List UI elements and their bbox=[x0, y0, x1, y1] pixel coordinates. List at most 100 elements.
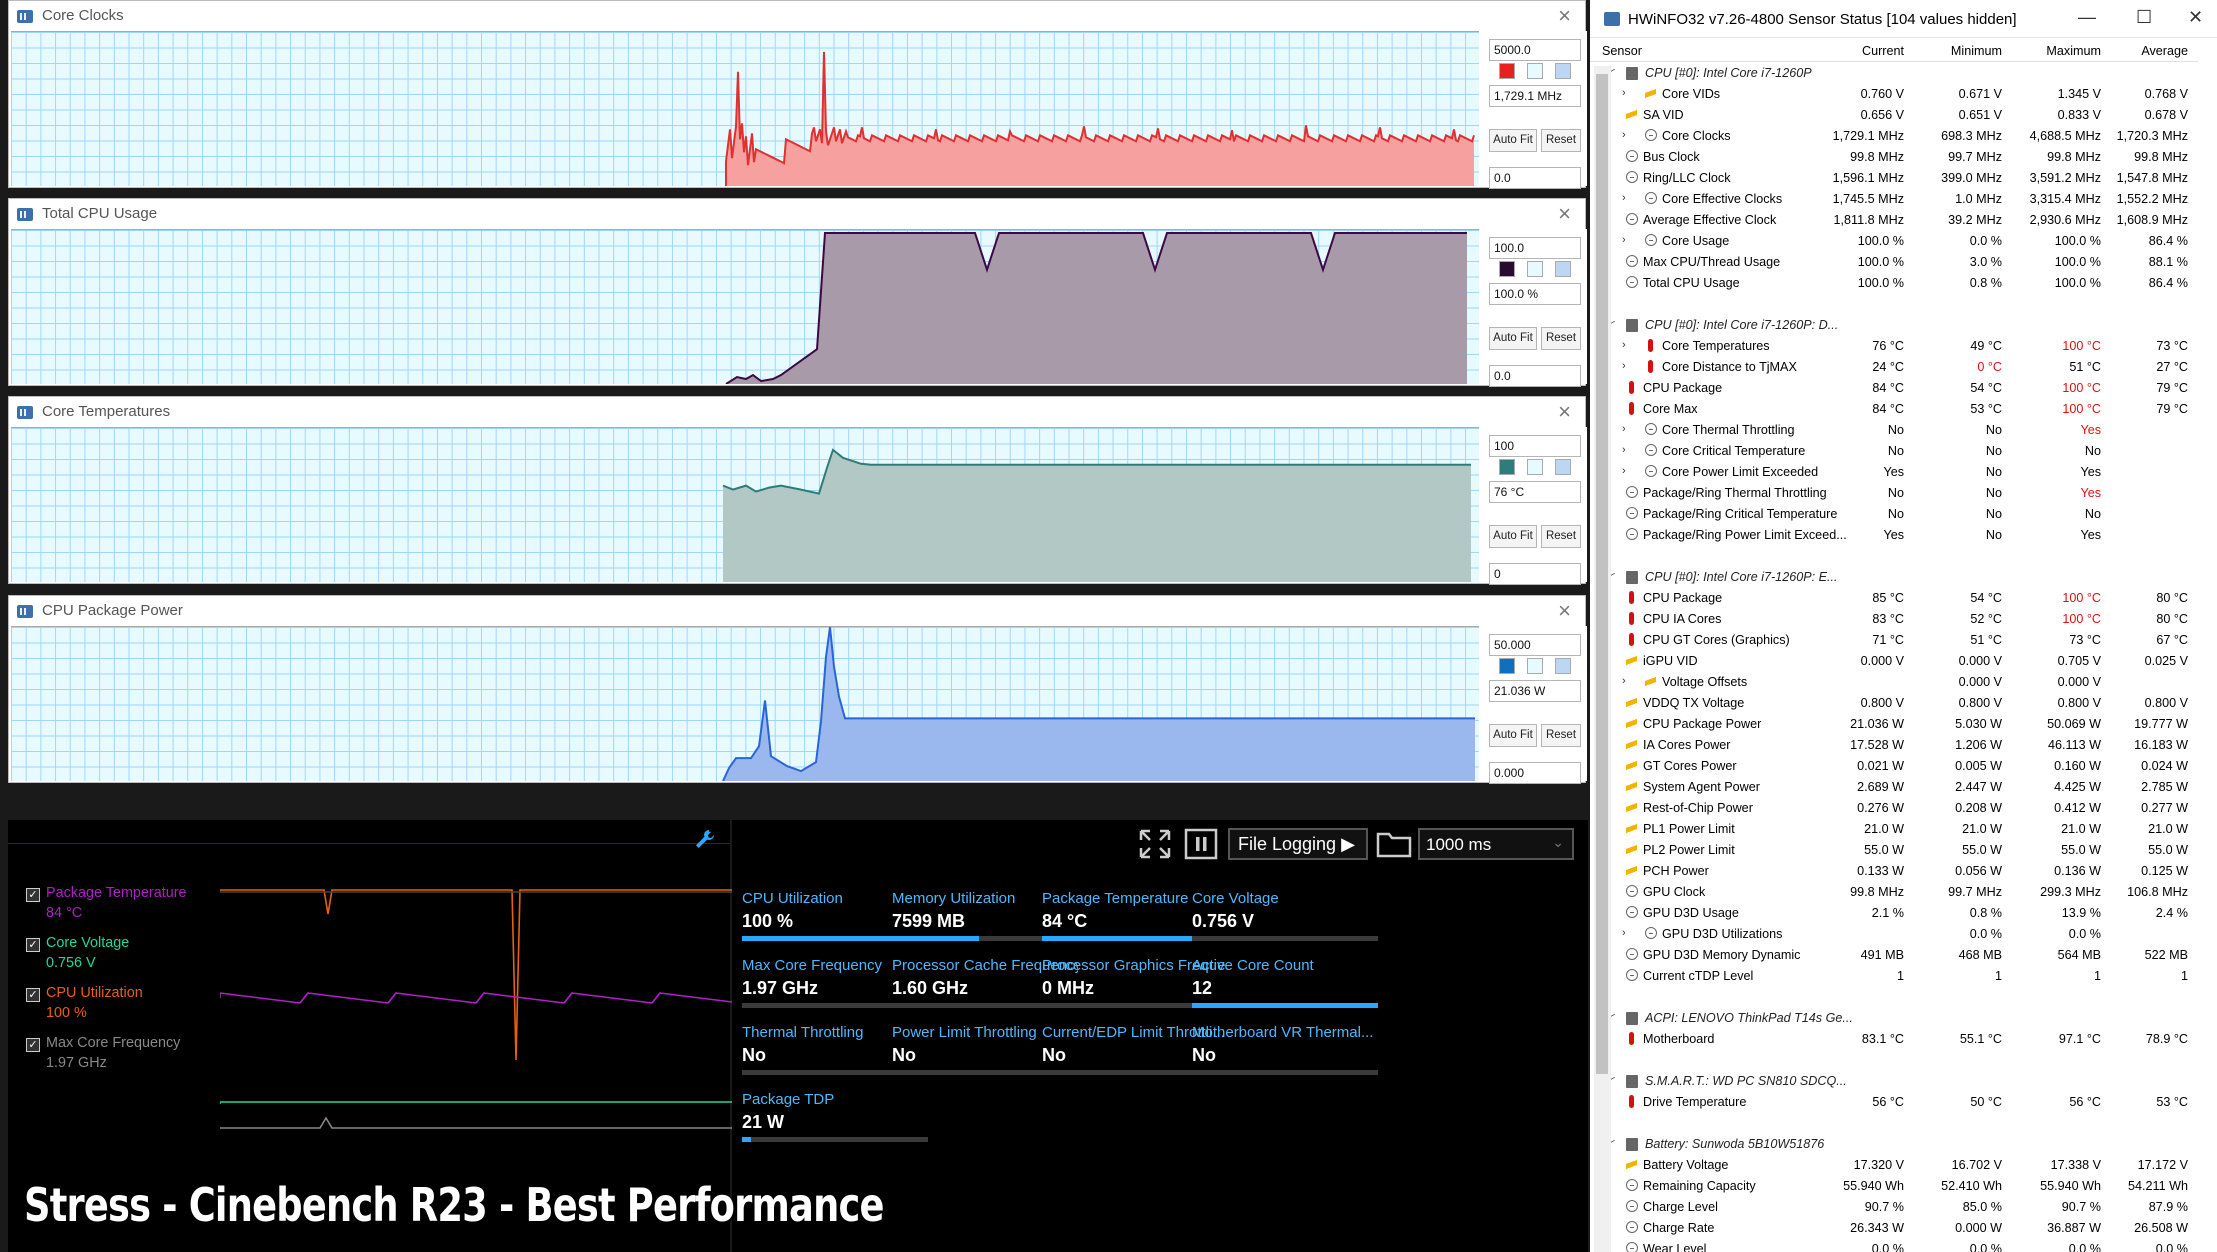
sensor-row[interactable]: Rest-of-Chip Power 0.276 W 0.208 W 0.412 W 0… bbox=[1590, 798, 2198, 819]
sensor-row[interactable]: Package/Ring Thermal Throttling No No Yes bbox=[1590, 483, 2198, 504]
graph-grid-swatch[interactable] bbox=[1555, 658, 1571, 674]
folder-icon[interactable] bbox=[1374, 828, 1414, 860]
sensor-row[interactable]: CPU Package Power 21.036 W 5.030 W 50.069 W… bbox=[1590, 714, 2198, 735]
graph-grid-swatch[interactable] bbox=[1555, 261, 1571, 277]
sensor-row[interactable]: SA VID 0.656 V 0.651 V 0.833 V 0.678 V bbox=[1590, 105, 2198, 126]
sensor-row[interactable]: › GPU D3D Utilizations 0.0 % 0.0 % bbox=[1590, 924, 2198, 945]
graph-min-field[interactable]: 0.0 bbox=[1489, 365, 1581, 387]
sensor-row[interactable]: GPU D3D Usage 2.1 % 0.8 % 13.9 % 2.4 % bbox=[1590, 903, 2198, 924]
column-minimum[interactable]: Minimum bbox=[1950, 44, 2002, 58]
reset-button[interactable]: Reset bbox=[1541, 525, 1581, 548]
sensor-row[interactable]: Package/Ring Power Limit Exceed... Yes No Y… bbox=[1590, 525, 2198, 546]
graph-max-field[interactable]: 5000.0 bbox=[1489, 39, 1581, 61]
chevron-right-icon[interactable]: › bbox=[1622, 234, 1626, 246]
auto-fit-button[interactable]: Auto Fit bbox=[1489, 129, 1537, 152]
legend-checkbox[interactable]: ✓ bbox=[26, 938, 40, 952]
sensor-group-row[interactable]: ﹀Battery: Sunwoda 5B10W51876 bbox=[1590, 1134, 2198, 1155]
sensor-row[interactable]: Bus Clock 99.8 MHz 99.7 MHz 99.8 MHz 99.8 MH… bbox=[1590, 147, 2198, 168]
graph-style-swatch[interactable] bbox=[1527, 658, 1543, 674]
sensor-row[interactable]: PL2 Power Limit 55.0 W 55.0 W 55.0 W 55.0 W bbox=[1590, 840, 2198, 861]
sensor-scrollbar[interactable] bbox=[1594, 66, 1611, 1252]
graph-style-swatch[interactable] bbox=[1527, 261, 1543, 277]
reset-button[interactable]: Reset bbox=[1541, 327, 1581, 350]
close-button[interactable]: ✕ bbox=[2188, 7, 2204, 27]
pause-icon[interactable] bbox=[1184, 828, 1218, 860]
chevron-right-icon[interactable]: › bbox=[1622, 360, 1626, 372]
sensor-row[interactable]: › Core Clocks 1,729.1 MHz 698.3 MHz 4,688.5 … bbox=[1590, 126, 2198, 147]
sensor-row[interactable]: iGPU VID 0.000 V 0.000 V 0.705 V 0.025 V bbox=[1590, 651, 2198, 672]
column-sensor[interactable]: Sensor bbox=[1602, 44, 1642, 58]
interval-select[interactable]: 1000 ms ⌄ bbox=[1418, 828, 1574, 860]
auto-fit-button[interactable]: Auto Fit bbox=[1489, 525, 1537, 548]
close-icon[interactable]: × bbox=[1558, 598, 1571, 623]
sensor-row[interactable]: CPU IA Cores 83 °C 52 °C 100 °C 80 °C bbox=[1590, 609, 2198, 630]
sensor-row[interactable]: Charge Rate 26.343 W 0.000 W 36.887 W 26.508… bbox=[1590, 1218, 2198, 1239]
sensor-row[interactable]: Total CPU Usage 100.0 % 0.8 % 100.0 % 86.4 % bbox=[1590, 273, 2198, 294]
sensor-row[interactable]: › Core VIDs 0.760 V 0.671 V 1.345 V 0.768 V bbox=[1590, 84, 2198, 105]
close-icon[interactable]: × bbox=[1558, 3, 1571, 28]
sensor-row[interactable]: › Core Distance to TjMAX 24 °C 0 °C 51 °C 27 … bbox=[1590, 357, 2198, 378]
sensor-row[interactable]: IA Cores Power 17.528 W 1.206 W 46.113 W 16.… bbox=[1590, 735, 2198, 756]
expand-icon[interactable] bbox=[1138, 828, 1172, 860]
graph-color-swatch[interactable] bbox=[1499, 261, 1515, 277]
graph-color-swatch[interactable] bbox=[1499, 459, 1515, 475]
legend-checkbox[interactable]: ✓ bbox=[26, 888, 40, 902]
sensor-row[interactable]: › Core Thermal Throttling No No Yes bbox=[1590, 420, 2198, 441]
sensor-row[interactable]: CPU GT Cores (Graphics) 71 °C 51 °C 73 °C 67… bbox=[1590, 630, 2198, 651]
graph-min-field[interactable]: 0 bbox=[1489, 563, 1581, 585]
minimize-button[interactable]: — bbox=[2078, 7, 2096, 27]
sensor-row[interactable]: PCH Power 0.133 W 0.056 W 0.136 W 0.125 W bbox=[1590, 861, 2198, 882]
chevron-right-icon[interactable]: › bbox=[1622, 423, 1626, 435]
sensor-row[interactable]: Wear Level 0.0 % 0.0 % 0.0 % 0.0 % bbox=[1590, 1239, 2198, 1252]
chevron-right-icon[interactable]: › bbox=[1622, 192, 1626, 204]
sensor-row[interactable]: › Core Usage 100.0 % 0.0 % 100.0 % 86.4 % bbox=[1590, 231, 2198, 252]
sensor-group-row[interactable]: ﹀CPU [#0]: Intel Core i7-1260P: E... bbox=[1590, 567, 2198, 588]
sensor-row[interactable]: GT Cores Power 0.021 W 0.005 W 0.160 W 0.024… bbox=[1590, 756, 2198, 777]
legend-checkbox[interactable]: ✓ bbox=[26, 1038, 40, 1052]
graph-min-field[interactable]: 0.000 bbox=[1489, 762, 1581, 784]
graph-max-field[interactable]: 100.0 bbox=[1489, 237, 1581, 259]
graph-max-field[interactable]: 100 bbox=[1489, 435, 1581, 457]
sensor-row[interactable]: Drive Temperature 56 °C 50 °C 56 °C 53 °C bbox=[1590, 1092, 2198, 1113]
sensor-row[interactable]: Charge Level 90.7 % 85.0 % 90.7 % 87.9 % bbox=[1590, 1197, 2198, 1218]
sensor-row[interactable]: Battery Voltage 17.320 V 16.702 V 17.338 V 1… bbox=[1590, 1155, 2198, 1176]
sensor-row[interactable]: GPU D3D Memory Dynamic 491 MB 468 MB 564 MB… bbox=[1590, 945, 2198, 966]
sensor-row[interactable]: GPU Clock 99.8 MHz 99.7 MHz 299.3 MHz 106.8 … bbox=[1590, 882, 2198, 903]
reset-button[interactable]: Reset bbox=[1541, 724, 1581, 747]
chevron-right-icon[interactable]: › bbox=[1622, 465, 1626, 477]
chevron-right-icon[interactable]: › bbox=[1622, 129, 1626, 141]
graph-grid-swatch[interactable] bbox=[1555, 459, 1571, 475]
maximize-button[interactable]: ☐ bbox=[2136, 7, 2153, 27]
close-icon[interactable]: × bbox=[1558, 399, 1571, 424]
sensor-row[interactable]: › Core Critical Temperature No No No bbox=[1590, 441, 2198, 462]
graph-min-field[interactable]: 0.0 bbox=[1489, 167, 1581, 189]
graph-max-field[interactable]: 50.000 bbox=[1489, 634, 1581, 656]
column-current[interactable]: Current bbox=[1862, 44, 1904, 58]
sensor-row[interactable]: System Agent Power 2.689 W 2.447 W 4.425 W 2… bbox=[1590, 777, 2198, 798]
sensor-group-row[interactable]: ﹀CPU [#0]: Intel Core i7-1260P bbox=[1590, 63, 2198, 84]
sensor-row[interactable]: CPU Package 84 °C 54 °C 100 °C 79 °C bbox=[1590, 378, 2198, 399]
chevron-right-icon[interactable]: › bbox=[1622, 87, 1626, 99]
reset-button[interactable]: Reset bbox=[1541, 129, 1581, 152]
sensor-row[interactable]: Ring/LLC Clock 1,596.1 MHz 399.0 MHz 3,591.… bbox=[1590, 168, 2198, 189]
sensor-group-row[interactable]: ﹀CPU [#0]: Intel Core i7-1260P: D... bbox=[1590, 315, 2198, 336]
legend-checkbox[interactable]: ✓ bbox=[26, 988, 40, 1002]
sensor-row[interactable]: Motherboard 83.1 °C 55.1 °C 97.1 °C 78.9 °C bbox=[1590, 1029, 2198, 1050]
sensor-row[interactable]: VDDQ TX Voltage 0.800 V 0.800 V 0.800 V 0.80… bbox=[1590, 693, 2198, 714]
sensor-group-row[interactable]: ﹀ACPI: LENOVO ThinkPad T14s Ge... bbox=[1590, 1008, 2198, 1029]
sensor-row[interactable]: › Voltage Offsets 0.000 V 0.000 V bbox=[1590, 672, 2198, 693]
auto-fit-button[interactable]: Auto Fit bbox=[1489, 724, 1537, 747]
sensor-row[interactable]: PL1 Power Limit 21.0 W 21.0 W 21.0 W 21.0 W bbox=[1590, 819, 2198, 840]
sensor-row[interactable]: Average Effective Clock 1,811.8 MHz 39.2 M… bbox=[1590, 210, 2198, 231]
sensor-row[interactable]: CPU Package 85 °C 54 °C 100 °C 80 °C bbox=[1590, 588, 2198, 609]
sensor-row[interactable]: Max CPU/Thread Usage 100.0 % 3.0 % 100.0 % 8… bbox=[1590, 252, 2198, 273]
sensor-row[interactable]: Package/Ring Critical Temperature No No No bbox=[1590, 504, 2198, 525]
sensor-row[interactable]: Remaining Capacity 55.940 Wh 52.410 Wh 55.9… bbox=[1590, 1176, 2198, 1197]
graph-style-swatch[interactable] bbox=[1527, 459, 1543, 475]
sensor-row[interactable]: Current cTDP Level 1 1 1 1 bbox=[1590, 966, 2198, 987]
auto-fit-button[interactable]: Auto Fit bbox=[1489, 327, 1537, 350]
sensor-row[interactable]: › Core Temperatures 76 °C 49 °C 100 °C 73 °C bbox=[1590, 336, 2198, 357]
sensor-row[interactable]: › Core Effective Clocks 1,745.5 MHz 1.0 MHz… bbox=[1590, 189, 2198, 210]
sensor-row[interactable]: Core Max 84 °C 53 °C 100 °C 79 °C bbox=[1590, 399, 2198, 420]
file-logging-button[interactable]: File Logging ▶ bbox=[1228, 828, 1368, 860]
